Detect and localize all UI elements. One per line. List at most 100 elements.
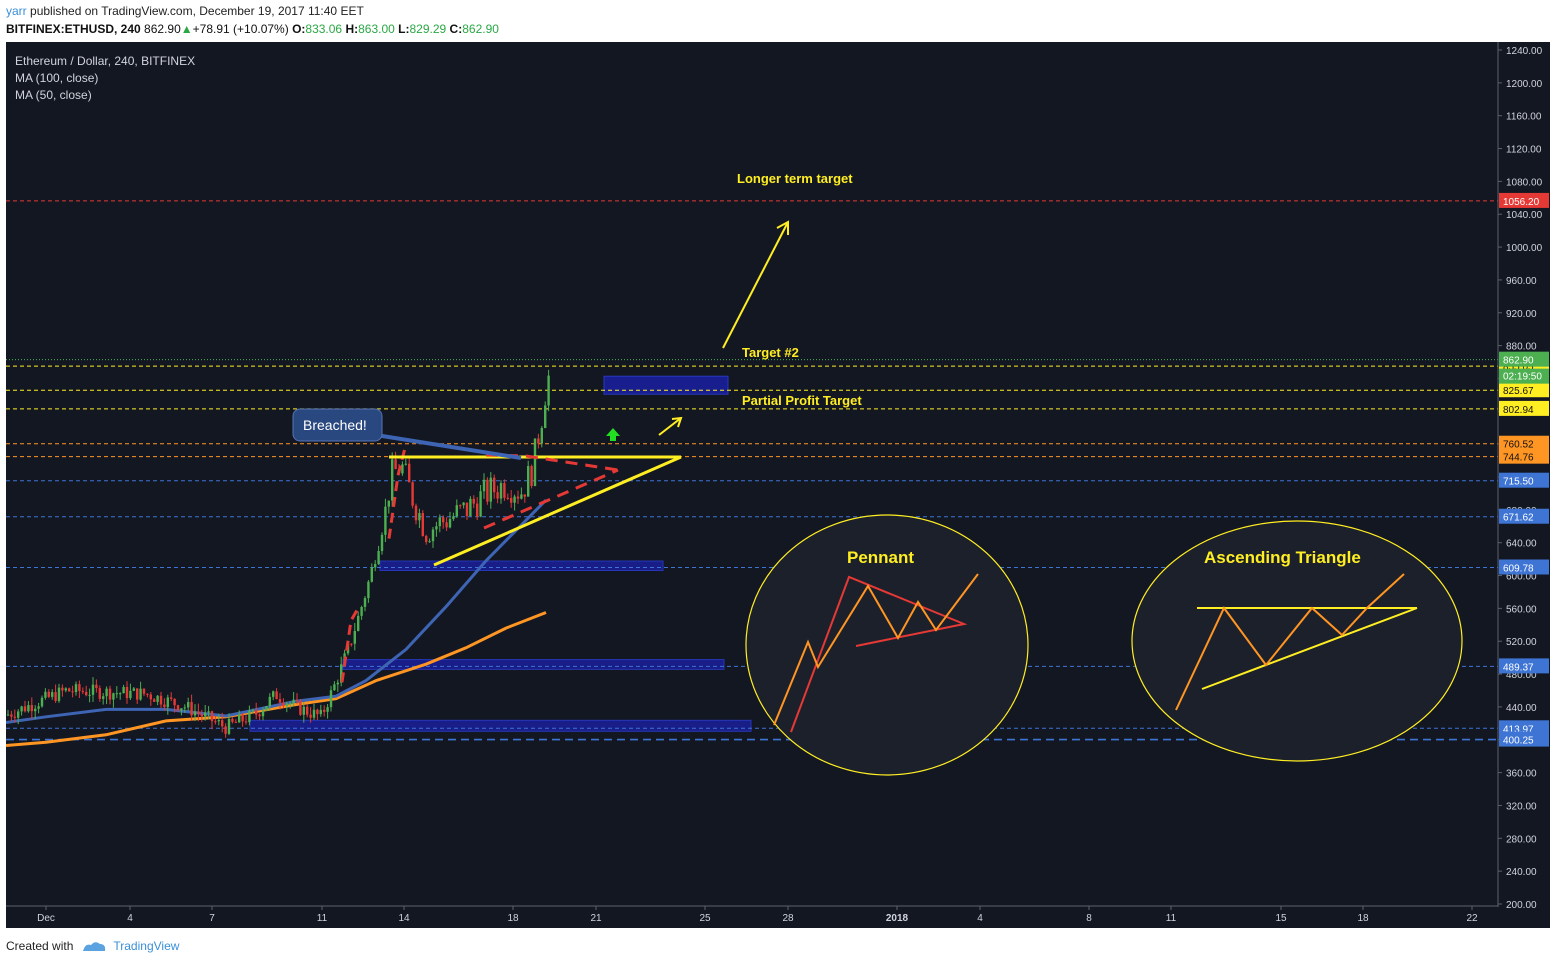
candle-body xyxy=(394,459,397,470)
candle-body xyxy=(442,517,445,523)
price-tag-label: 744.76 xyxy=(1503,453,1534,464)
candle-body xyxy=(91,684,95,695)
candle-body xyxy=(248,710,251,723)
candle-body xyxy=(326,707,329,712)
red-dashed-line-upper xyxy=(485,453,619,472)
candle-body xyxy=(30,705,33,712)
price-tag-label: 825.67 xyxy=(1503,386,1534,397)
candle-body xyxy=(81,691,84,693)
candle-body xyxy=(170,697,173,699)
price-tag-label: 400.25 xyxy=(1503,736,1534,747)
y-tick-label: 480.00 xyxy=(1506,670,1537,681)
candle-body xyxy=(329,690,333,708)
candle-body xyxy=(479,491,482,517)
author-link[interactable]: yarr xyxy=(6,4,27,18)
candle-body xyxy=(183,707,186,709)
price-tag-label: 802.94 xyxy=(1503,405,1534,416)
candle-body xyxy=(275,691,278,700)
price-tag-label: 489.37 xyxy=(1503,662,1534,673)
legend-ma50[interactable]: MA (50, close) xyxy=(15,88,92,102)
ascending-title: Ascending Triangle xyxy=(1204,548,1361,567)
candle-body xyxy=(445,522,448,528)
candle-body xyxy=(190,702,193,716)
x-tick-label: 14 xyxy=(398,913,410,924)
candle-body xyxy=(71,691,74,693)
symbol-ohlc-bar: BITFINEX:ETHUSD, 240 862.90▲+78.91 (+10.… xyxy=(6,22,499,36)
y-tick-label: 1080.00 xyxy=(1506,177,1543,188)
publish-text: published on TradingView.com, December 1… xyxy=(30,4,364,18)
candle-body xyxy=(244,721,248,723)
candle-body xyxy=(499,483,503,499)
candle-body xyxy=(387,500,390,507)
price-chart[interactable]: Longer term target Target #2 Partial Pro… xyxy=(6,42,1550,928)
candle-body xyxy=(312,709,316,718)
breached-pointer xyxy=(375,433,522,460)
ascending-orange-line xyxy=(1175,573,1405,711)
candle-body xyxy=(510,498,513,503)
candle-body xyxy=(142,688,146,694)
candle-body xyxy=(428,541,431,543)
x-tick-label: 8 xyxy=(1086,913,1092,924)
candle-body xyxy=(401,464,404,474)
countdown-tag-bg xyxy=(1499,368,1549,384)
candle-body xyxy=(258,714,261,717)
candle-body xyxy=(404,463,407,465)
candle-body xyxy=(200,713,203,717)
rally-trendline xyxy=(340,607,360,683)
candle-body xyxy=(153,699,156,702)
countdown-tag: 02:19:50 xyxy=(1503,372,1542,383)
candle-body xyxy=(37,706,40,709)
candle-body xyxy=(217,720,220,722)
candle-body xyxy=(34,708,37,712)
candle-body xyxy=(435,526,438,530)
candle-body xyxy=(448,519,452,528)
price-change: +78.91 (+10.07%) xyxy=(192,22,289,36)
candle-body xyxy=(455,505,458,517)
candle-body xyxy=(268,696,271,707)
candle-body xyxy=(465,502,469,517)
price-tag-label: 855.05 xyxy=(1503,362,1534,373)
y-tick-label: 440.00 xyxy=(1506,703,1537,714)
tradingview-logo-icon xyxy=(83,942,106,951)
y-tick-label: 560.00 xyxy=(1506,604,1537,615)
candle-body xyxy=(57,687,61,701)
candle-body xyxy=(384,506,387,535)
price-tag-label: 1056.20 xyxy=(1503,197,1540,208)
candle-body xyxy=(489,477,492,502)
support-zones xyxy=(249,375,752,732)
candle-body xyxy=(54,692,57,701)
candle-body xyxy=(299,700,302,715)
candle-body xyxy=(20,706,23,712)
candle-body xyxy=(353,631,356,644)
candle-body xyxy=(289,703,292,705)
legend-ma100[interactable]: MA (100, close) xyxy=(15,71,99,85)
candle-body xyxy=(295,699,299,701)
support-zone xyxy=(379,560,664,572)
footer: Created with TradingView xyxy=(6,939,179,953)
candle-body xyxy=(221,720,224,727)
x-tick-label: 18 xyxy=(1357,913,1369,924)
candle-body xyxy=(27,705,30,712)
candle-body xyxy=(265,706,268,711)
candle-body xyxy=(234,721,237,723)
price-tag-label: 760.52 xyxy=(1503,440,1534,451)
price-tag-bg xyxy=(1499,658,1549,674)
candle-body xyxy=(108,688,112,700)
candle-body xyxy=(227,718,231,734)
target-2-label: Target #2 xyxy=(742,345,799,360)
price-tag-bg xyxy=(1499,400,1549,416)
candle-body xyxy=(425,535,428,542)
candle-body xyxy=(68,688,71,692)
candle-body xyxy=(357,615,360,632)
triangle-bottom-line xyxy=(433,455,682,567)
chart-legend: Ethereum / Dollar, 240, BITFINEX MA (100… xyxy=(15,53,195,104)
x-tick-label: 11 xyxy=(1166,913,1177,924)
x-tick-label: 7 xyxy=(209,913,215,924)
tradingview-link[interactable]: TradingView xyxy=(113,939,180,953)
high-value: 863.00 xyxy=(358,22,395,36)
candle-body xyxy=(98,688,101,699)
ma50-line xyxy=(6,498,548,724)
rally-trendline xyxy=(387,443,408,539)
price-tag-label: 609.78 xyxy=(1503,564,1534,575)
candle-body xyxy=(129,690,132,699)
